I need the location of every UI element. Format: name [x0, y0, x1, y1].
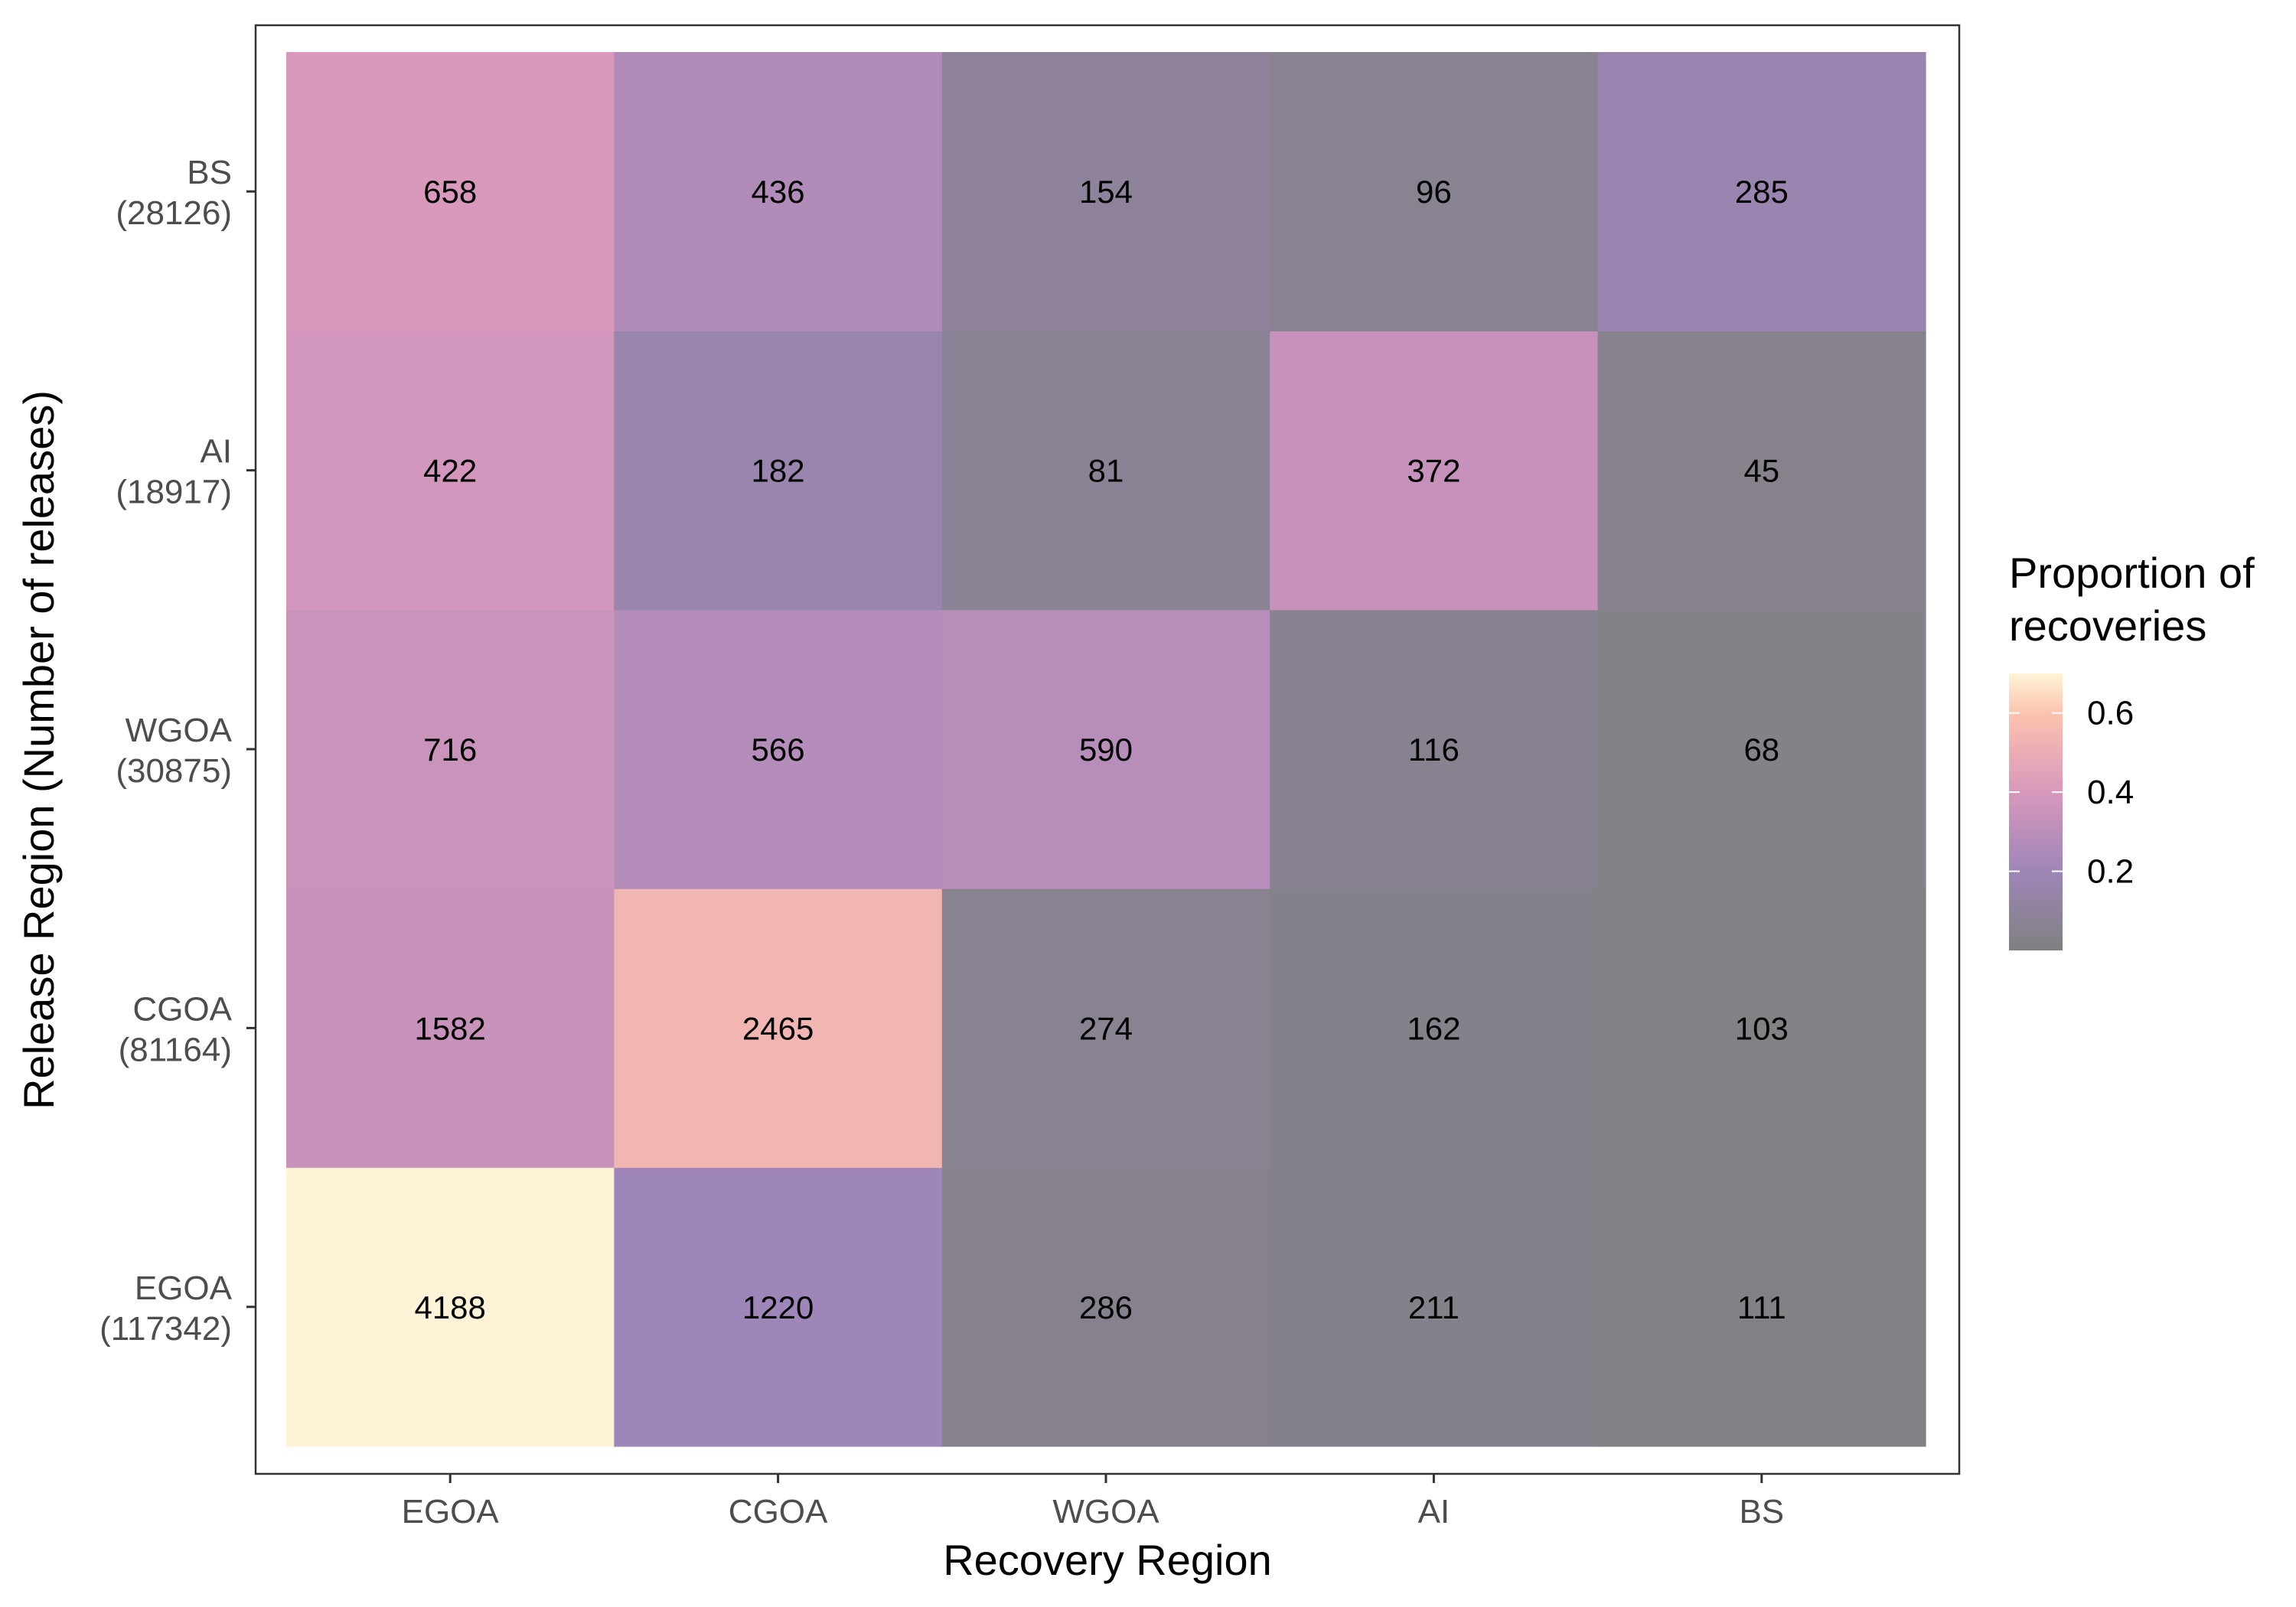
y-tick-label-region: EGOA [135, 1270, 233, 1307]
legend-tick-label: 0.4 [2087, 774, 2134, 811]
cell-label: 162 [1407, 1010, 1460, 1046]
y-tick-label-region: BS [187, 154, 232, 191]
legend-title-line-2: recoveries [2009, 601, 2206, 650]
heatmap-cell [286, 609, 615, 889]
cell-label: 116 [1408, 732, 1459, 768]
legend-tick-label: 0.6 [2087, 695, 2134, 732]
y-tick-label-releases: (81164) [119, 1031, 232, 1068]
heatmap-cell [941, 1167, 1270, 1447]
x-tick-label: AI [1418, 1493, 1450, 1530]
heatmap-cell [1597, 609, 1926, 889]
heatmap-cell [286, 888, 615, 1169]
heatmap-cell [1270, 52, 1599, 331]
cell-label: 372 [1407, 453, 1460, 489]
heatmap-cell [614, 52, 943, 331]
heatmap-cell [941, 888, 1270, 1169]
cell-label: 716 [423, 732, 477, 768]
cell-label: 285 [1735, 174, 1789, 210]
heatmap-cell [614, 888, 943, 1169]
cell-label: 4188 [414, 1289, 485, 1325]
cell-label: 81 [1088, 453, 1124, 489]
cell-label: 68 [1743, 732, 1779, 768]
y-tick-label-releases: (18917) [116, 474, 232, 511]
heatmap-cell [286, 52, 615, 331]
y-tick-label-releases: (117342) [99, 1310, 232, 1348]
heatmap-cell [941, 609, 1270, 889]
legend-colorbar [2009, 673, 2063, 950]
cell-label: 103 [1735, 1010, 1789, 1046]
cell-label: 211 [1408, 1289, 1459, 1325]
heatmap-cell [614, 1167, 943, 1447]
cell-label: 658 [423, 174, 477, 210]
heatmap-cells: 4188 1220 286 211 111 1582 2465 274 162 103 716 566… [286, 52, 1926, 1447]
x-tick-label: EGOA [402, 1493, 500, 1530]
cell-label: 45 [1743, 453, 1779, 489]
cell-label: 274 [1079, 1010, 1133, 1046]
legend-ticks: 0.2 0.4 0.6 [2009, 695, 2134, 891]
heatmap-cell [941, 331, 1270, 611]
y-tick-label-releases: (30875) [116, 752, 232, 790]
heatmap-cell [286, 1167, 615, 1447]
x-tick-label: CGOA [729, 1493, 828, 1530]
y-tick-label-region: CGOA [132, 990, 232, 1028]
color-legend: Proportion of recoveries 0.2 0.4 0.6 [2009, 549, 2255, 950]
cell-label: 1220 [742, 1289, 814, 1325]
legend-tick-label: 0.2 [2087, 853, 2134, 891]
heatmap-cell [1597, 888, 1926, 1169]
y-axis-title: Release Region (Number of releases) [15, 390, 63, 1110]
x-tick-label: BS [1739, 1493, 1784, 1530]
cell-label: 154 [1079, 174, 1133, 210]
heatmap-cell [1597, 1167, 1926, 1447]
cell-label: 182 [752, 453, 805, 489]
cell-label: 2465 [742, 1010, 814, 1046]
cell-label: 436 [752, 174, 805, 210]
y-tick-label-region: AI [200, 433, 232, 471]
cell-label: 566 [752, 732, 805, 768]
y-tick-label-releases: (28126) [116, 194, 232, 232]
cell-label: 422 [423, 453, 477, 489]
heatmap-cell [614, 331, 943, 611]
heatmap-cell [1270, 1167, 1599, 1447]
y-axis: EGOA(117342) CGOA(81164) WGOA(30875) AI(189… [99, 154, 256, 1348]
cell-label: 286 [1079, 1289, 1133, 1325]
heatmap-cell [941, 52, 1270, 331]
heatmap-cell [1597, 52, 1926, 331]
heatmap-cell [1597, 331, 1926, 611]
cell-label: 1582 [414, 1010, 485, 1046]
x-axis: EGOA CGOA WGOA AI BS [402, 1474, 1784, 1530]
cell-label: 590 [1079, 732, 1133, 768]
cell-label: 111 [1737, 1289, 1786, 1325]
heatmap-cell [614, 609, 943, 889]
y-tick-label-region: WGOA [126, 712, 233, 749]
heatmap-cell [1270, 888, 1599, 1169]
cell-label: 96 [1416, 174, 1452, 210]
x-axis-title: Recovery Region [943, 1536, 1272, 1584]
heatmap-cell [1270, 609, 1599, 889]
x-tick-label: WGOA [1052, 1493, 1159, 1530]
legend-title-line-1: Proportion of [2009, 549, 2255, 597]
heatmap-cell [286, 331, 615, 611]
heatmap-cell [1270, 331, 1599, 611]
